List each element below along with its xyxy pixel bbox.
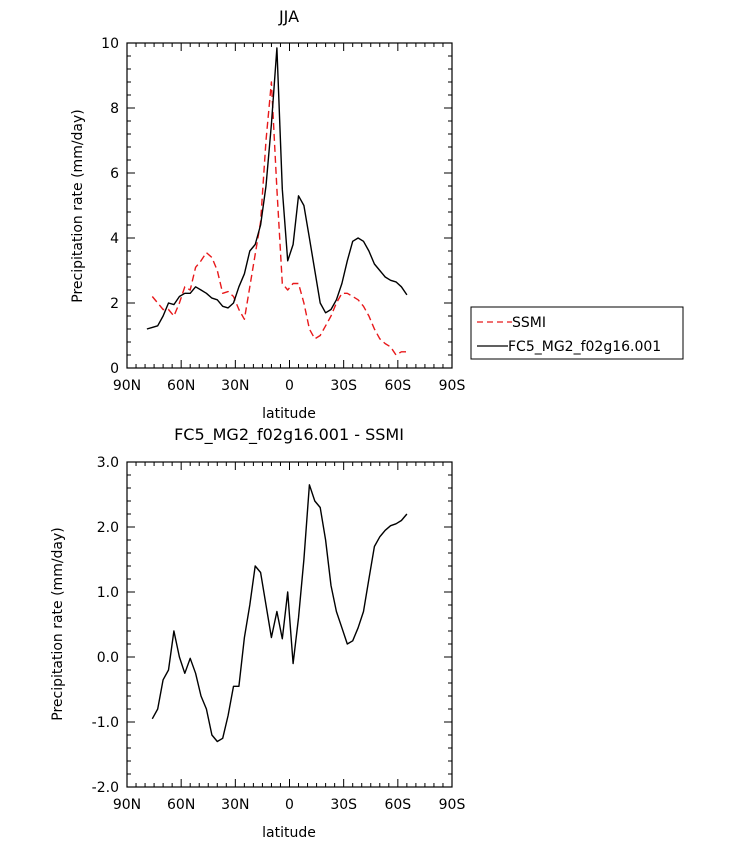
legend-box	[470, 306, 684, 360]
top-y-axis: 0 2 4 6 8 10	[101, 36, 452, 377]
bottom-x-tick-label: 30S	[330, 797, 357, 813]
bottom-y-tick-label: -1.0	[92, 715, 119, 731]
top-series-line-1	[146, 47, 408, 330]
bottom-x-tick-label: 60S	[384, 797, 411, 813]
bottom-x-tick-label: 60N	[167, 797, 195, 813]
bottom-y-tick-label: 0.0	[97, 650, 119, 666]
bottom-x-tick-label: 30N	[221, 797, 249, 813]
bottom-x-tick-label: 90S	[439, 797, 466, 813]
top-x-axis: 90N 60N 30N 0 30S 60S 90S	[113, 43, 466, 394]
top-x-tick-label: 30S	[330, 378, 357, 394]
legend-label-fc5: FC5_MG2_f02g16.001	[508, 339, 661, 355]
top-x-tick-label: 60S	[384, 378, 411, 394]
top-x-tick-label: 90S	[439, 378, 466, 394]
bottom-y-tick-label: 3.0	[97, 455, 119, 471]
bottom-y-axis: -2.0 -1.0 0.0 1.0 2.0 3.0	[92, 455, 452, 796]
top-x-tick-label: 0	[285, 378, 294, 394]
bottom-chart-title: FC5_MG2_f02g16.001 - SSMI	[174, 425, 404, 445]
bottom-series-line-0	[151, 484, 408, 743]
top-y-axis-label: Precipitation rate (mm/day)	[70, 109, 86, 303]
top-x-tick-label: 60N	[167, 378, 195, 394]
top-y-tick-label: 2	[110, 296, 119, 312]
legend: SSMI FC5_MG2_f02g16.001	[470, 306, 684, 360]
top-y-tick-label: 0	[110, 361, 119, 377]
bottom-panel: FC5_MG2_f02g16.001 - SSMI -2.0 -1.0 0.0 1.0…	[50, 425, 465, 841]
bottom-y-tick-label: 2.0	[97, 520, 119, 536]
top-y-tick-label: 10	[101, 36, 119, 52]
bottom-x-axis-label: latitude	[262, 825, 316, 841]
top-x-tick-label: 30N	[221, 378, 249, 394]
top-panel: JJA 0 2 4 6 8 10 90N 60N 30N 0 30S 60S 90S latitude…	[70, 7, 684, 422]
bottom-x-axis: 90N 60N 30N 0 30S 60S 90S	[113, 462, 466, 813]
bottom-x-tick-label: 0	[285, 797, 294, 813]
bottom-y-tick-label: 1.0	[97, 585, 119, 601]
top-x-axis-label: latitude	[262, 406, 316, 422]
bottom-series-group	[151, 484, 408, 743]
top-y-tick-label: 6	[110, 166, 119, 182]
top-series-group	[146, 47, 408, 356]
top-plot-frame	[126, 42, 453, 369]
top-x-tick-label: 90N	[113, 378, 141, 394]
bottom-y-axis-label: Precipitation rate (mm/day)	[50, 527, 66, 721]
legend-label-ssmi: SSMI	[512, 315, 546, 331]
top-y-tick-label: 4	[110, 231, 119, 247]
top-y-tick-label: 8	[110, 101, 119, 117]
top-series-line-0	[151, 81, 407, 356]
bottom-y-tick-label: -2.0	[92, 780, 119, 796]
top-chart-title: JJA	[278, 7, 299, 26]
bottom-x-tick-label: 90N	[113, 797, 141, 813]
